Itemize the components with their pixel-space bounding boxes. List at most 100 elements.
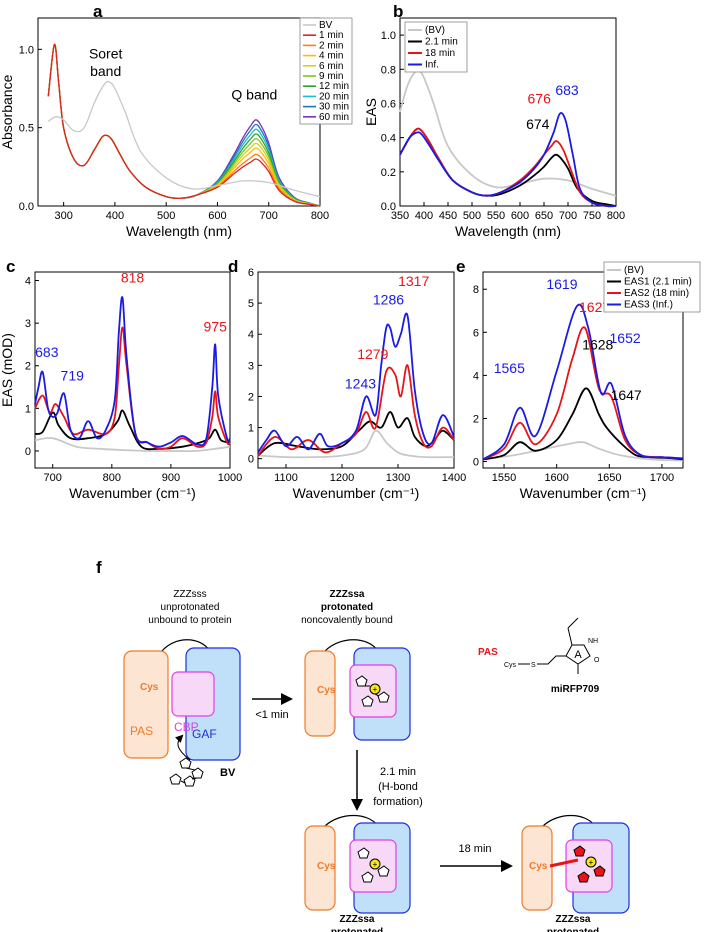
step3-label: 18 min <box>458 843 491 855</box>
legend-label-b: 18 min <box>425 48 455 59</box>
mi-s-label: S <box>531 662 536 669</box>
panel-label-d: d <box>228 257 239 276</box>
panel-label-a: a <box>93 2 103 21</box>
series-line-e <box>482 441 684 462</box>
y-axis-label-a: Absorbance <box>0 74 15 149</box>
state4-title: ZZZssa <box>555 914 590 925</box>
x-tick-label-e: 1700 <box>650 472 674 484</box>
state1-protein: Cys PAS CBP GAF BV <box>123 639 241 787</box>
y-tick-label-a: 0.5 <box>19 123 34 135</box>
y-axis-label-c: EAS (mOD) <box>0 333 15 407</box>
mi-o-label: O <box>594 657 600 664</box>
state1-sub2: unbound to protein <box>148 615 231 626</box>
y-tick-label-b: 0.8 <box>381 64 396 76</box>
mi-cys-label: Cys <box>504 662 517 669</box>
legend-label-e: EAS2 (18 min) <box>624 288 689 299</box>
y-tick-label-a: 0.0 <box>19 201 34 213</box>
legend-label-b: 2.1 min <box>425 37 458 48</box>
y-tick-label-d: 5 <box>248 298 254 310</box>
axes-frame-c <box>34 271 231 469</box>
x-axis-label-d: Wavenumber (cm⁻¹) <box>293 485 420 501</box>
cbp-label: CBP <box>174 720 199 734</box>
legend-label-a: 20 min <box>319 91 349 102</box>
series-line-b <box>399 127 617 208</box>
annotation-e: 1652 <box>610 330 641 346</box>
y-tick-label-a: 1.0 <box>19 44 34 56</box>
mirfp709-structure-icon: PAS Cys S A NH O miRFP709 <box>478 617 600 695</box>
binding-arrow-icon <box>174 734 191 761</box>
y-tick-label-c: 1 <box>25 403 31 415</box>
step2-label-a: 2.1 min <box>380 766 416 778</box>
annotation-e: 1565 <box>494 360 525 376</box>
annotation-b: 676 <box>528 90 552 106</box>
x-tick-label-b: 400 <box>415 210 433 222</box>
x-tick-label-b: 550 <box>487 210 505 222</box>
x-tick-label-b: 750 <box>583 210 601 222</box>
series-line-d <box>257 364 455 457</box>
legend-label-a: 2 min <box>319 40 343 51</box>
step1-label: <1 min <box>255 709 288 721</box>
panel-label-c: c <box>6 257 16 276</box>
x-tick-label-b: 650 <box>535 210 553 222</box>
x-axis-label-c: Wavenumber (cm⁻¹) <box>69 485 196 501</box>
state2-sub2: noncovalently bound <box>301 615 393 626</box>
y-tick-label-d: 1 <box>248 423 254 435</box>
annotation-c: 719 <box>61 368 85 384</box>
state3-title: ZZZssa <box>339 914 374 925</box>
x-tick-label-d: 1100 <box>274 472 298 484</box>
series-line-c <box>34 437 231 453</box>
annotation-b: 683 <box>555 82 579 98</box>
annotation-a: band <box>90 63 121 79</box>
x-tick-label-b: 350 <box>391 210 409 222</box>
y-tick-label-d: 3 <box>248 360 254 372</box>
annotation-c: 683 <box>35 344 59 360</box>
pas-label: PAS <box>130 724 153 738</box>
legend-label-a: BV <box>319 20 333 31</box>
y-tick-label-e: 8 <box>473 284 479 296</box>
legend-label-a: 1 min <box>319 30 343 41</box>
x-tick-label-b: 800 <box>607 210 625 222</box>
x-tick-label-a: 600 <box>208 210 226 222</box>
y-tick-label-b: 0.0 <box>381 201 396 213</box>
series-line-b <box>399 112 617 208</box>
step2-label-c: formation) <box>373 796 423 808</box>
legend-label-e: EAS3 (Inf.) <box>624 300 673 311</box>
y-tick-label-e: 0 <box>473 457 479 469</box>
step2-label-b: (H-bond <box>378 781 418 793</box>
x-tick-label-a: 800 <box>311 210 329 222</box>
x-axis-label-e: Wavenumber (cm⁻¹) <box>520 485 647 501</box>
x-axis-label-a: Wavelength (nm) <box>126 223 232 239</box>
annotation-e: 1619 <box>546 276 577 292</box>
y-tick-label-b: 0.6 <box>381 98 396 110</box>
annotation-b: 674 <box>526 116 550 132</box>
legend-label-a: 60 min <box>319 112 349 123</box>
state3-sub1: protonated <box>331 927 383 932</box>
series-line-a <box>47 80 321 198</box>
x-tick-label-c: 800 <box>103 472 121 484</box>
panel-label-b: b <box>393 2 404 21</box>
annotation-a: Q band <box>231 86 277 102</box>
x-tick-label-b: 450 <box>439 210 457 222</box>
state2-title: ZZZssa <box>329 589 364 600</box>
x-tick-label-a: 700 <box>260 210 278 222</box>
x-tick-label-c: 900 <box>162 472 180 484</box>
legend-label-a: 30 min <box>319 102 349 113</box>
legend-label-e: EAS1 (2.1 min) <box>624 277 692 288</box>
x-axis-label-b: Wavelength (nm) <box>455 223 561 239</box>
series-line-d <box>257 312 455 453</box>
cys-label-3: Cys <box>317 861 336 872</box>
annotation-d: 1279 <box>357 346 388 362</box>
panel-label-f: f <box>96 558 102 577</box>
legend-label-b: (BV) <box>425 25 445 36</box>
series-line-b <box>399 69 617 197</box>
series-line-e <box>482 303 684 461</box>
x-tick-label-d: 1200 <box>330 472 354 484</box>
mi-name-label: miRFP709 <box>551 684 600 695</box>
y-tick-label-d: 0 <box>248 454 254 466</box>
x-tick-label-a: 400 <box>106 210 124 222</box>
legend-label-e: (BV) <box>624 265 644 276</box>
annotation-c: 975 <box>204 319 228 335</box>
x-tick-label-e: 1650 <box>597 472 621 484</box>
cys-label-1: Cys <box>140 682 159 693</box>
